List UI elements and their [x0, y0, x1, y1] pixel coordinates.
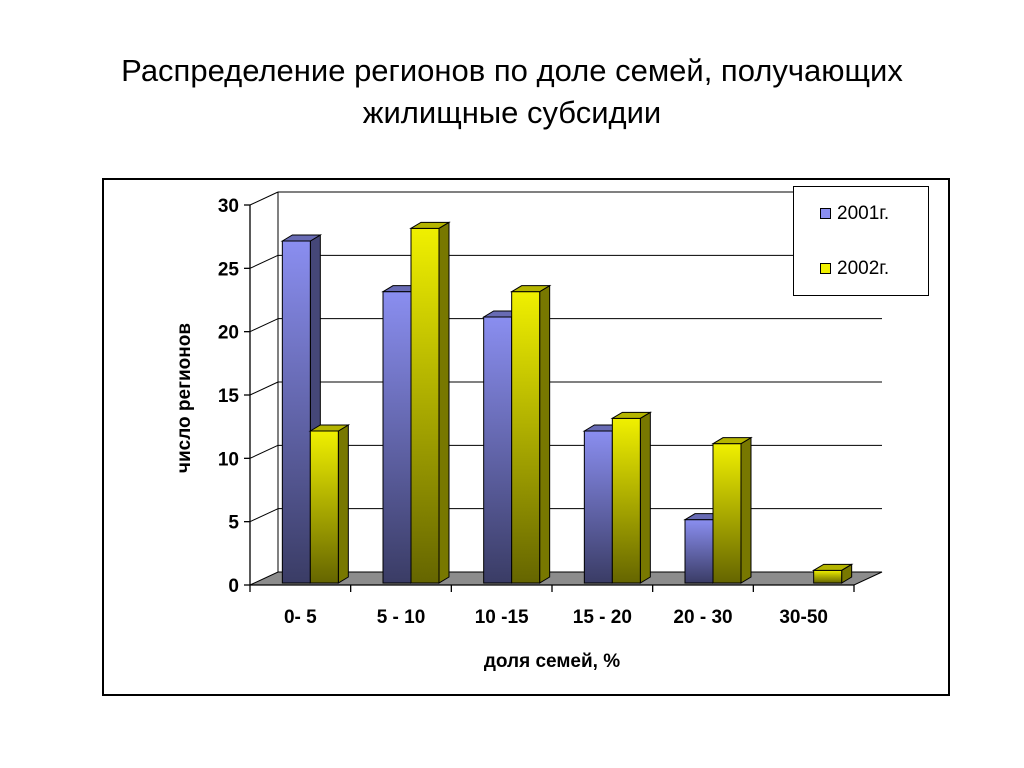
bar-front	[281, 240, 311, 584]
bar-top	[308, 424, 351, 432]
y-tick-label: 25	[218, 259, 240, 280]
bar-2001-0	[280, 234, 323, 584]
bar-front	[483, 316, 513, 584]
bar-side	[438, 221, 450, 584]
chart-title-line-1: Распределение регионов по доле семей, по…	[121, 53, 903, 88]
x-tick-label: 5 - 10	[377, 607, 426, 628]
bar-side	[639, 411, 651, 584]
bar-front	[813, 569, 843, 584]
legend-label-2002: 2002г.	[837, 258, 890, 279]
bar-top	[409, 221, 451, 229]
bar-top	[811, 563, 854, 571]
bar-top	[610, 411, 653, 419]
legend-label-2001: 2001г.	[837, 203, 890, 224]
bar-front	[611, 417, 641, 584]
bar-front	[410, 227, 440, 584]
chart-frame	[102, 178, 950, 696]
bar-front	[511, 291, 541, 584]
y-tick-label: 5	[228, 513, 239, 534]
legend-swatch-2002	[820, 263, 831, 274]
y-tick-label: 30	[218, 196, 239, 217]
gridline-side	[249, 381, 279, 396]
gridline-side	[249, 191, 279, 206]
bar-2002-3	[610, 411, 653, 584]
bar-2002-5	[811, 563, 854, 584]
bar-top	[509, 285, 552, 293]
gridline-side	[249, 444, 279, 459]
bar-2002-2	[509, 284, 552, 584]
bar-2002-1	[409, 221, 451, 584]
x-tick-label: 15 - 20	[573, 607, 632, 628]
legend-swatch-2001	[820, 208, 831, 219]
x-tick-label: 20 - 30	[673, 607, 732, 628]
bar-front	[309, 430, 339, 584]
gridline-side	[249, 254, 279, 269]
bar-top	[280, 234, 323, 242]
gridline-side	[249, 508, 279, 523]
bar-top	[711, 437, 753, 445]
gridline-side	[249, 318, 279, 333]
bar-front	[382, 291, 412, 584]
y-tick-label: 20	[218, 323, 239, 344]
bar-side	[337, 424, 349, 584]
y-tick-label: 0	[228, 576, 239, 597]
x-tick-label: 0- 5	[284, 607, 317, 628]
bar-front	[684, 519, 714, 584]
bar-front	[583, 430, 613, 584]
bar-front	[712, 443, 742, 584]
bar-side	[740, 436, 752, 584]
y-tick-label: 10	[218, 449, 239, 470]
chart-legend: 2001г. 2002г.	[793, 186, 929, 296]
x-tick-label: 30-50	[779, 607, 828, 628]
chart-title-line-2: жилищные субсидии	[362, 95, 662, 130]
chart-title: Распределение регионов по доле семей, по…	[0, 50, 1024, 134]
y-axis-title: число регионов	[174, 323, 195, 473]
x-tick-label: 10 -15	[475, 607, 529, 628]
y-tick-label: 15	[218, 386, 240, 407]
bar-2002-0	[308, 424, 351, 584]
x-axis-title: доля семей, %	[484, 651, 620, 672]
bar-side	[539, 284, 551, 584]
bar-2002-4	[711, 436, 753, 584]
